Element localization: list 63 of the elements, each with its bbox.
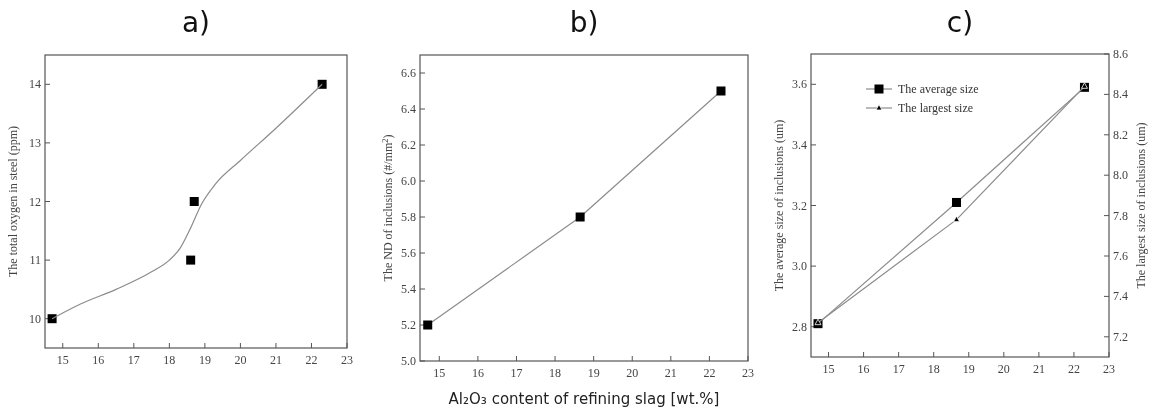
y-tick-label: 3.4 [792,137,807,152]
x-axis-title: Al₂O₃ content of refining slag [wt.%] [448,390,720,408]
x-tick-label: 19 [198,353,211,367]
x-tick-label: 16 [92,353,105,367]
y-tick-label: 11 [29,253,41,268]
y-tick-label: 12 [29,194,41,209]
x-tick-label: 18 [927,362,940,376]
x-tick-label: 21 [664,366,677,380]
x-tick-label: 21 [269,353,282,367]
x-tick-label: 23 [1103,362,1115,376]
x-tick-label: 23 [341,353,353,367]
y-tick-label: 6.0 [401,174,416,188]
x-tick-label: 17 [510,366,523,380]
chart-title: c) [946,6,974,39]
y2-tick-label: 7.8 [1113,208,1128,223]
x-tick-label: 15 [56,353,69,367]
legend-label: The average size [898,82,979,96]
y2-tick-label: 8.0 [1113,168,1128,183]
x-tick-label: 22 [305,353,318,367]
y-axis-title: The average size of inclusions (um) [772,119,786,292]
x-tick-label: 18 [549,366,562,380]
y-tick-label: 5.2 [401,318,416,332]
y2-tick-label: 7.6 [1113,249,1128,263]
x-tick-label: 21 [1032,362,1045,376]
x-tick-label: 23 [742,366,754,380]
x-tick-label: 20 [234,353,247,367]
y-tick-label: 2.8 [792,319,807,334]
x-tick-label: 16 [471,366,484,380]
y-tick-label: 3.0 [792,259,807,274]
y2-tick-label: 8.4 [1113,87,1128,102]
y-tick-label: 13 [29,135,41,150]
x-tick-label: 17 [127,353,140,367]
x-tick-label: 22 [1067,362,1080,376]
x-tick-label: 15 [822,362,835,376]
x-tick-label: 15 [433,366,446,380]
y-axis-title: The total oxygen in steel (ppm) [6,126,20,277]
y-tick-label: 5.4 [401,282,416,296]
x-tick-label: 16 [857,362,870,376]
y-tick-label: 3.2 [792,198,807,213]
y2-tick-label: 7.4 [1113,289,1128,304]
y-tick-label: 3.6 [792,77,807,92]
x-tick-label: 17 [892,362,905,376]
y-tick-label: 14 [29,77,41,92]
x-tick-label: 19 [587,366,600,380]
legend-label: The largest size [898,101,974,115]
x-tick-label: 22 [703,366,716,380]
x-tick-label: 18 [163,353,176,367]
x-tick-label: 20 [626,366,639,380]
chart-title: b) [569,6,599,39]
y-tick-label: 6.2 [401,138,416,152]
x-tick-label: 19 [962,362,975,376]
y-tick-label: 10 [29,311,41,326]
y2-axis-title: The largest size of inclusions (um) [1134,122,1148,289]
y2-tick-label: 8.6 [1113,47,1128,61]
y-tick-label: 6.6 [401,66,416,80]
y2-tick-label: 8.2 [1113,127,1128,142]
x-tick-label: 20 [997,362,1010,376]
y-tick-label: 5.6 [401,246,416,260]
y-tick-label: 5.8 [401,210,416,224]
y-tick-label: 5.0 [401,354,416,368]
y2-tick-label: 7.2 [1113,329,1128,344]
y-tick-label: 6.4 [401,102,416,116]
chart-title: a) [181,6,211,39]
